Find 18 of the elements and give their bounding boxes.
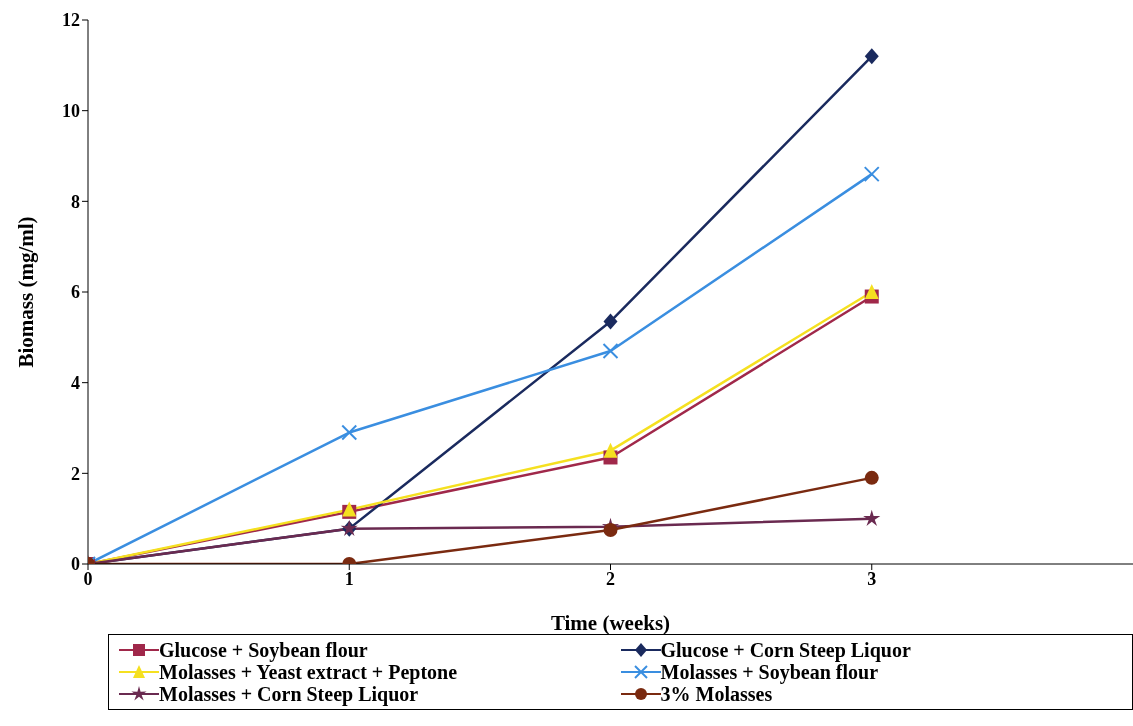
- legend-label: 3% Molasses: [660, 683, 773, 705]
- y-tick-label: 8: [71, 191, 80, 212]
- y-tick-label: 6: [71, 282, 80, 303]
- x-axis-title: Time (weeks): [550, 611, 671, 635]
- legend-label: Molasses + Soybean flour: [660, 661, 879, 683]
- y-tick-label: 10: [62, 101, 80, 122]
- x-tick-label: 2: [606, 568, 615, 589]
- legend-label: Glucose + Soybean flour: [159, 639, 368, 661]
- x-tick-label: 3: [867, 568, 877, 589]
- y-tick-label: 2: [71, 463, 80, 484]
- y-tick-label: 4: [71, 373, 80, 394]
- legend-label: Molasses + Yeast extract + Peptone: [159, 661, 458, 683]
- y-tick-label: 0: [71, 554, 80, 575]
- legend-label: Molasses + Corn Steep Liquor: [159, 683, 419, 705]
- y-axis-title: Biomass (mg/ml): [14, 216, 39, 368]
- y-tick-label: 12: [62, 10, 80, 31]
- legend-label: Glucose + Corn Steep Liquor: [660, 639, 911, 661]
- x-tick-label: 1: [344, 568, 354, 589]
